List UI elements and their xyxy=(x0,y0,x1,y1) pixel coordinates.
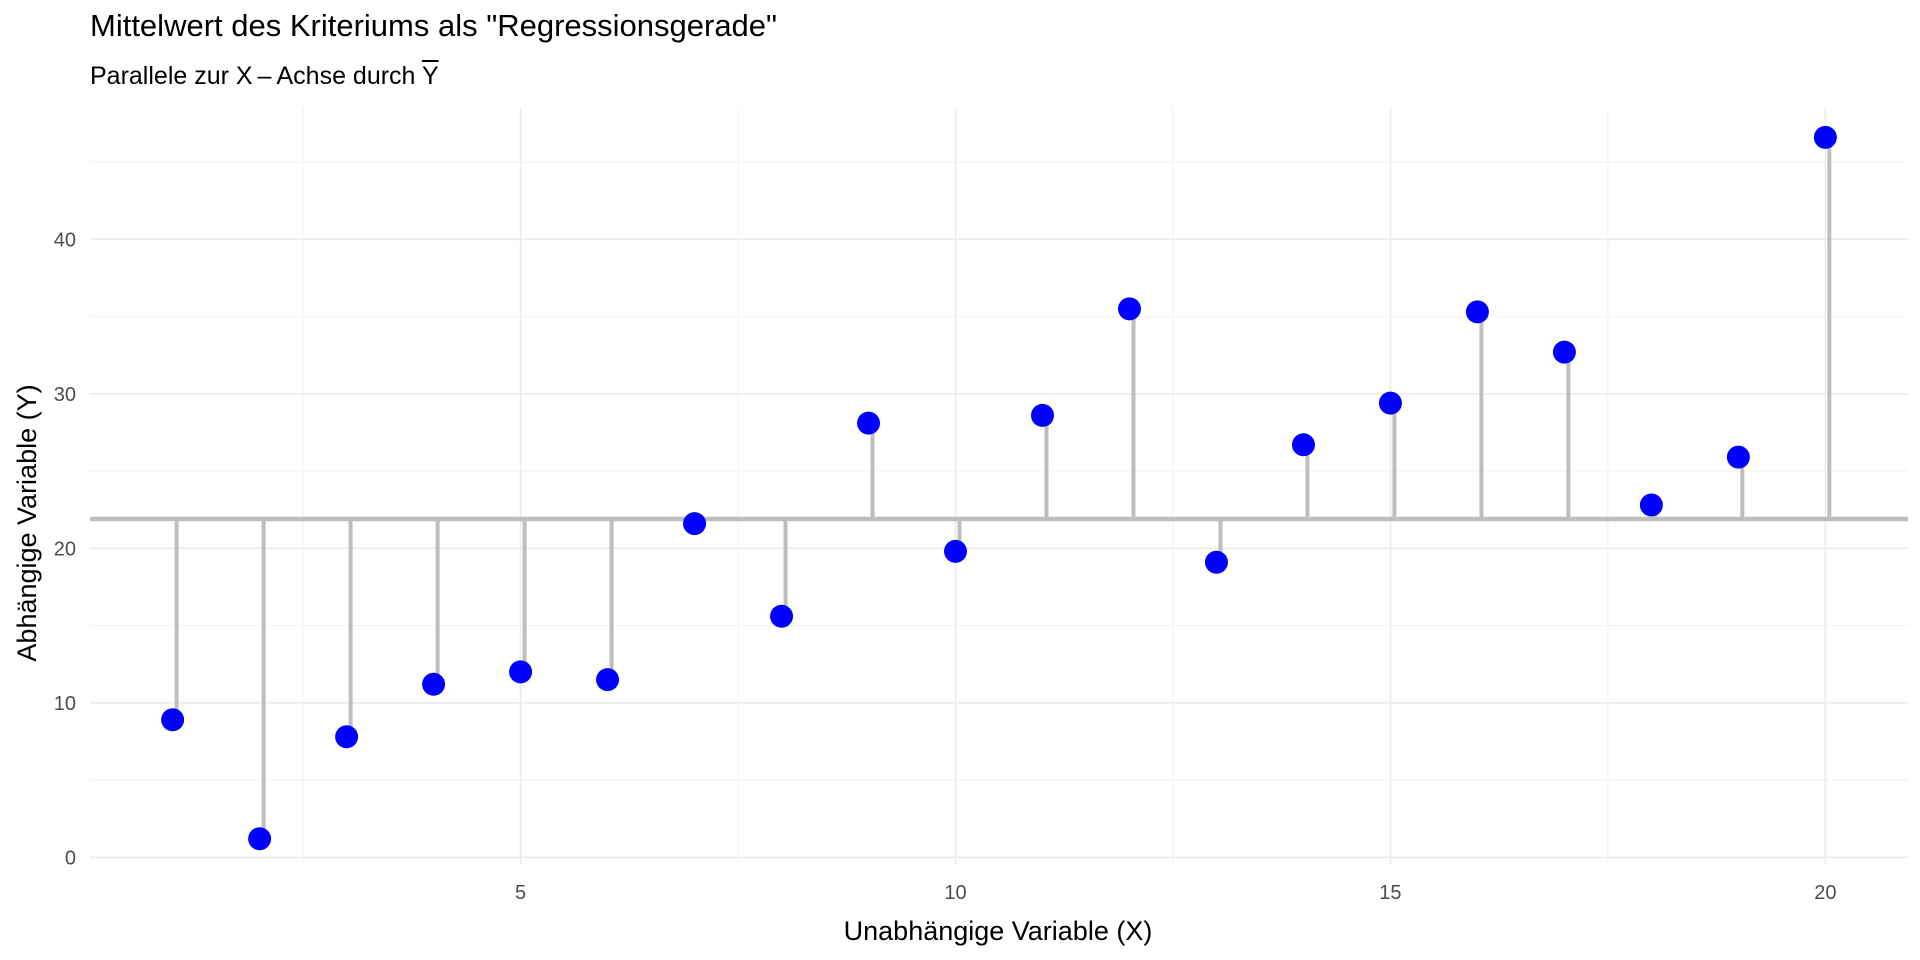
y-tick-label: 40 xyxy=(54,229,76,251)
data-point xyxy=(161,708,185,732)
data-point xyxy=(770,604,794,628)
residual-segments xyxy=(174,137,1832,839)
grid-major xyxy=(90,108,1908,865)
data-point xyxy=(596,668,620,692)
chart-title: Mittelwert des Kriteriums als "Regressio… xyxy=(90,8,778,43)
y-tick-label: 10 xyxy=(54,693,76,715)
x-axis-ticks: 5 10 15 20 xyxy=(515,882,1836,904)
data-point xyxy=(1639,493,1663,517)
data-point xyxy=(1726,445,1750,469)
x-tick-label: 20 xyxy=(1814,882,1836,904)
y-tick-label: 0 xyxy=(65,847,76,869)
y-tick-label: 30 xyxy=(54,384,76,406)
subtitle-text: Parallele zur X – Achse durch xyxy=(90,62,422,90)
data-point xyxy=(1030,403,1054,427)
data-point xyxy=(1204,550,1228,574)
data-point xyxy=(1552,340,1576,364)
x-tick-label: 10 xyxy=(944,882,966,904)
data-point xyxy=(1117,297,1141,321)
grid-minor xyxy=(90,108,1908,865)
data-point xyxy=(422,672,446,696)
data-point xyxy=(1378,391,1402,415)
chart-subtitle: Parallele zur X – Achse durch Y xyxy=(90,62,439,91)
data-point xyxy=(944,539,968,563)
data-point xyxy=(248,827,272,851)
x-axis-label: Unabhängige Variable (X) xyxy=(844,916,1153,946)
y-axis-label: Abhängige Variable (Y) xyxy=(12,384,42,661)
data-point xyxy=(509,660,533,684)
data-point xyxy=(1813,125,1837,149)
data-point xyxy=(1291,433,1315,457)
data-point xyxy=(857,411,881,435)
subtitle-y-bar-symbol: Y xyxy=(421,62,439,90)
y-axis-ticks: 0 10 20 30 40 xyxy=(54,229,76,869)
data-point xyxy=(335,725,359,749)
x-tick-label: 5 xyxy=(515,882,526,904)
x-tick-label: 15 xyxy=(1379,882,1401,904)
data-point xyxy=(683,512,707,536)
data-points xyxy=(161,125,1837,851)
data-point xyxy=(1465,300,1489,324)
y-tick-label: 20 xyxy=(54,538,76,560)
